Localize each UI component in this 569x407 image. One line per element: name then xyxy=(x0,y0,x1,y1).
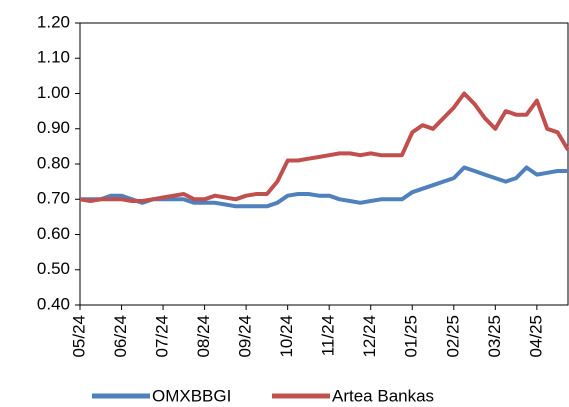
y-tick-label: 1.20 xyxy=(37,12,70,31)
y-tick-label: 0.80 xyxy=(37,153,70,172)
legend-label: Artea Bankas xyxy=(332,386,434,405)
y-tick-label: 1.10 xyxy=(37,48,70,67)
x-tick-label: 05/24 xyxy=(69,315,88,358)
legend-label: OMXBBGI xyxy=(152,386,231,405)
x-tick-label: 06/24 xyxy=(111,315,130,358)
x-tick-label: 07/24 xyxy=(153,315,172,358)
y-tick-label: 0.70 xyxy=(37,189,70,208)
y-tick-label: 0.40 xyxy=(37,294,70,313)
x-tick-label: 10/24 xyxy=(277,315,296,358)
series-line xyxy=(79,91,569,203)
y-tick-label: 1.00 xyxy=(37,83,70,102)
x-tick-label: 04/25 xyxy=(526,315,545,358)
y-tick-label: 0.50 xyxy=(37,259,70,278)
x-tick-label: 03/25 xyxy=(485,315,504,358)
x-tick-label: 02/25 xyxy=(443,315,462,358)
x-tick-label: 12/24 xyxy=(360,315,379,358)
x-tick-label: 01/25 xyxy=(402,315,421,358)
plot-frame xyxy=(79,22,569,306)
x-tick-label: 09/24 xyxy=(236,315,255,358)
y-tick-label: 0.60 xyxy=(37,224,70,243)
y-tick-label: 0.90 xyxy=(37,118,70,137)
x-tick-label: 11/24 xyxy=(319,315,338,356)
x-tick-label: 08/24 xyxy=(194,315,213,358)
